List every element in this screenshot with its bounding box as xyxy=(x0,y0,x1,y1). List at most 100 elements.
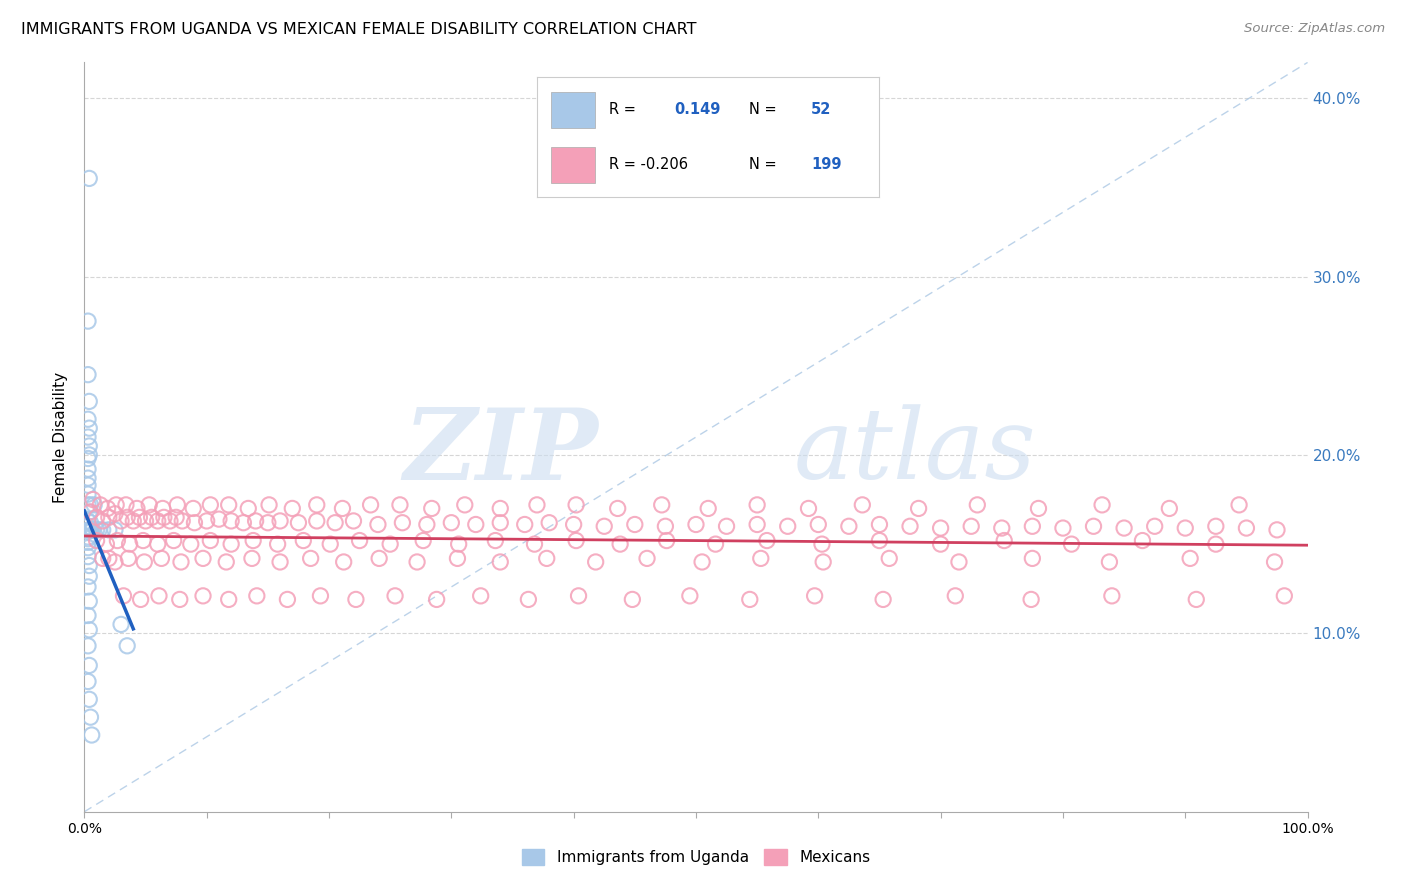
Point xyxy=(489,555,512,569)
Point xyxy=(292,533,315,548)
Point xyxy=(593,519,616,533)
Point xyxy=(426,592,449,607)
Text: IMMIGRANTS FROM UGANDA VS MEXICAN FEMALE DISABILITY CORRELATION CHART: IMMIGRANTS FROM UGANDA VS MEXICAN FEMALE… xyxy=(21,22,696,37)
Point xyxy=(238,501,260,516)
Point xyxy=(440,516,463,530)
Point xyxy=(1205,537,1227,551)
Point xyxy=(112,589,135,603)
Point xyxy=(83,498,105,512)
Point xyxy=(651,498,673,512)
Point xyxy=(747,517,769,532)
Point xyxy=(125,501,148,516)
Point xyxy=(77,658,100,673)
Point xyxy=(1060,537,1083,551)
Point xyxy=(82,523,104,537)
Point xyxy=(1265,523,1288,537)
Point xyxy=(513,517,536,532)
Point xyxy=(91,514,114,528)
Point xyxy=(344,592,367,607)
Point xyxy=(654,519,676,533)
Point xyxy=(898,519,921,533)
Point xyxy=(163,533,186,548)
Point xyxy=(257,516,280,530)
Point xyxy=(368,551,391,566)
Point xyxy=(218,498,240,512)
Point xyxy=(305,514,328,528)
Point xyxy=(77,487,100,501)
Point xyxy=(960,519,983,533)
Point xyxy=(1028,501,1050,516)
Point xyxy=(803,589,825,603)
Point xyxy=(332,501,354,516)
Point xyxy=(319,537,342,551)
Point xyxy=(115,498,138,512)
Point xyxy=(1132,533,1154,548)
Point xyxy=(489,516,512,530)
Point xyxy=(811,555,834,569)
Point xyxy=(218,592,240,607)
Point xyxy=(276,592,298,607)
Point xyxy=(77,580,100,594)
Point xyxy=(191,551,214,566)
Point xyxy=(128,510,150,524)
Point xyxy=(97,523,120,537)
Point xyxy=(135,514,157,528)
Point xyxy=(97,551,120,566)
Point xyxy=(118,537,141,551)
Point xyxy=(138,498,160,512)
Point xyxy=(181,501,204,516)
Point xyxy=(79,523,101,537)
Point xyxy=(82,492,104,507)
Point xyxy=(464,517,486,532)
Point xyxy=(1101,589,1123,603)
Point xyxy=(536,551,558,566)
Point xyxy=(180,537,202,551)
Point xyxy=(77,505,100,519)
Legend: Immigrants from Uganda, Mexicans: Immigrants from Uganda, Mexicans xyxy=(516,843,876,871)
Point xyxy=(287,516,309,530)
Point xyxy=(115,510,138,524)
Point xyxy=(77,549,100,564)
Point xyxy=(966,498,988,512)
Point xyxy=(1021,519,1043,533)
Point xyxy=(342,514,364,528)
Point xyxy=(562,517,585,532)
Point xyxy=(200,498,222,512)
Point xyxy=(77,541,100,555)
Point xyxy=(416,517,439,532)
Point xyxy=(105,533,128,548)
Point xyxy=(97,510,120,524)
Point xyxy=(309,589,332,603)
Point xyxy=(77,569,100,583)
Point xyxy=(242,533,264,548)
Point xyxy=(79,505,101,519)
Point xyxy=(115,639,138,653)
Point xyxy=(305,498,328,512)
Point xyxy=(685,517,707,532)
Point xyxy=(77,314,100,328)
Point xyxy=(565,498,588,512)
Point xyxy=(877,551,900,566)
Point xyxy=(195,514,218,528)
Point xyxy=(91,551,114,566)
Point xyxy=(367,517,389,532)
Point xyxy=(169,592,191,607)
Point xyxy=(1052,521,1074,535)
Point xyxy=(77,394,100,409)
Point xyxy=(129,592,152,607)
Point xyxy=(851,498,873,512)
Point xyxy=(79,498,101,512)
Point xyxy=(80,728,103,742)
Point xyxy=(97,501,120,516)
Point xyxy=(1083,519,1105,533)
Point xyxy=(166,498,188,512)
Text: Source: ZipAtlas.com: Source: ZipAtlas.com xyxy=(1244,22,1385,36)
Point xyxy=(391,516,413,530)
Point xyxy=(716,519,738,533)
Point xyxy=(388,498,411,512)
Point xyxy=(993,533,1015,548)
Point xyxy=(1091,498,1114,512)
Point xyxy=(77,535,100,549)
Point xyxy=(77,430,100,444)
Point xyxy=(299,551,322,566)
